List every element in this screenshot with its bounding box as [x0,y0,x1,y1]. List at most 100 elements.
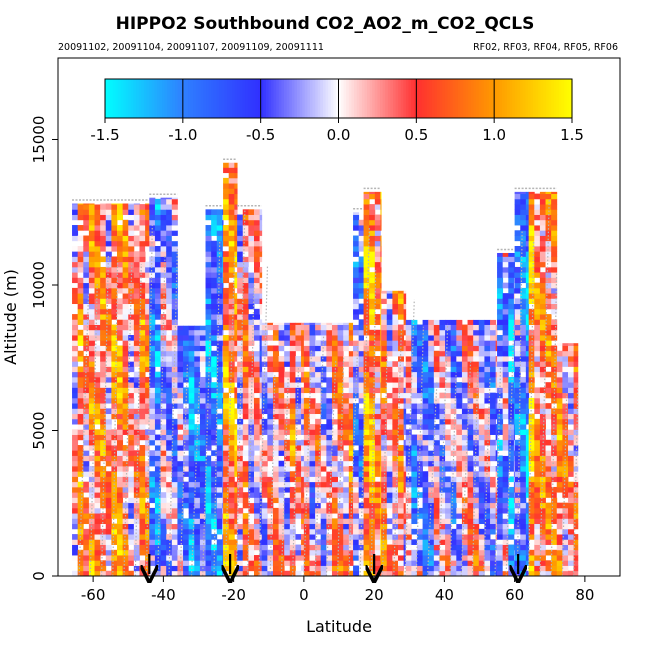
heatmap-cell [502,476,509,483]
heatmap-cell [337,429,344,435]
heatmap-cell [303,560,310,566]
heatmap-cell [177,403,184,409]
heatmap-cell [171,261,178,268]
heatmap-cell [139,240,146,247]
heatmap-cell [348,528,354,535]
heatmap-cell [267,324,274,331]
heatmap-cell [353,466,360,472]
heatmap-cell [381,314,388,320]
heatmap-cell [133,298,140,305]
heatmap-cell [331,439,338,446]
heatmap-cell [343,376,350,383]
heatmap-cell [386,319,393,325]
heatmap-cell [205,565,212,572]
heatmap-cell [348,324,354,331]
heatmap-cell [100,549,107,556]
heatmap-cell [128,481,135,488]
heatmap-cell [183,502,190,509]
heatmap-cell [188,523,195,530]
heatmap-cell [478,555,485,561]
heatmap-cell [473,471,480,477]
heatmap-cell [83,528,90,535]
heatmap-cell [160,235,167,242]
heatmap-cell [295,471,302,477]
heatmap-cell [105,266,112,273]
heatmap-cell [467,324,474,331]
heatmap-cell [353,329,360,336]
heatmap-cell [374,450,381,456]
heatmap-cell [111,214,118,221]
heatmap-cell [117,439,124,446]
heatmap-cell [128,528,135,535]
heatmap-cell [128,209,135,215]
heatmap-cell [254,502,261,509]
heatmap-cell [326,555,333,561]
heatmap-cell [160,424,167,430]
heatmap-cell [411,471,418,477]
heatmap-cell [301,549,305,556]
heatmap-cell [272,434,279,441]
heatmap-cell [83,371,90,378]
heatmap-cell [315,450,322,456]
heatmap-cell [105,345,112,352]
heatmap-cell [320,392,327,399]
heatmap-cell [259,382,263,388]
heatmap-cell [353,240,360,247]
heatmap-cell [525,392,530,399]
heatmap-cell [194,507,201,514]
heatmap-cell [100,570,107,576]
heatmap-cell [363,282,370,289]
heatmap-cell [320,445,327,451]
heatmap-cell [211,319,218,325]
heatmap-cell [326,418,333,425]
heatmap-cell [422,408,429,415]
heatmap-cell [411,418,418,425]
heatmap-cell [353,324,360,331]
heatmap-cell [211,481,218,488]
heatmap-cell [428,403,435,409]
heatmap-cell [428,324,435,331]
heatmap-cell [211,570,218,576]
heatmap-cell [100,298,107,305]
heatmap-cell [520,565,527,572]
heatmap-cell [228,513,235,519]
heatmap-cell [495,329,498,336]
heatmap-cell [237,403,244,409]
heatmap-cell [228,460,235,467]
heatmap-cell [188,507,195,514]
heatmap-cell [94,245,101,252]
heatmap-cell [223,403,230,409]
heatmap-cell [508,424,515,430]
heatmap-cell [199,544,206,551]
heatmap-cell [320,350,327,357]
heatmap-cell [289,497,296,504]
heatmap-cell [105,256,112,263]
heatmap-cell [234,555,238,561]
heatmap-cell [222,350,224,357]
heatmap-cell [205,408,212,415]
heatmap-cell [128,345,135,352]
heatmap-cell [284,466,291,472]
heatmap-cell [194,560,201,566]
heatmap-cell [259,486,263,493]
heatmap-cell [177,424,184,430]
heatmap-cell [490,450,497,456]
heatmap-cell [331,450,338,456]
heatmap-cell [520,560,527,566]
heatmap-cell [348,322,354,325]
heatmap-cell [502,272,509,278]
heatmap-cell [171,560,178,566]
heatmap-cell [211,225,218,231]
heatmap-cell [514,235,521,242]
heatmap-cell [234,225,238,231]
heatmap-cell [149,287,156,294]
heatmap-cell [94,345,101,352]
heatmap-cell [177,361,184,367]
heatmap-cell [326,397,333,404]
heatmap-cell [72,356,79,362]
heatmap-cell [461,434,468,441]
heatmap-cell [149,324,156,331]
heatmap-cell [445,539,452,545]
heatmap-cell [139,251,146,257]
heatmap-cell [525,219,530,226]
